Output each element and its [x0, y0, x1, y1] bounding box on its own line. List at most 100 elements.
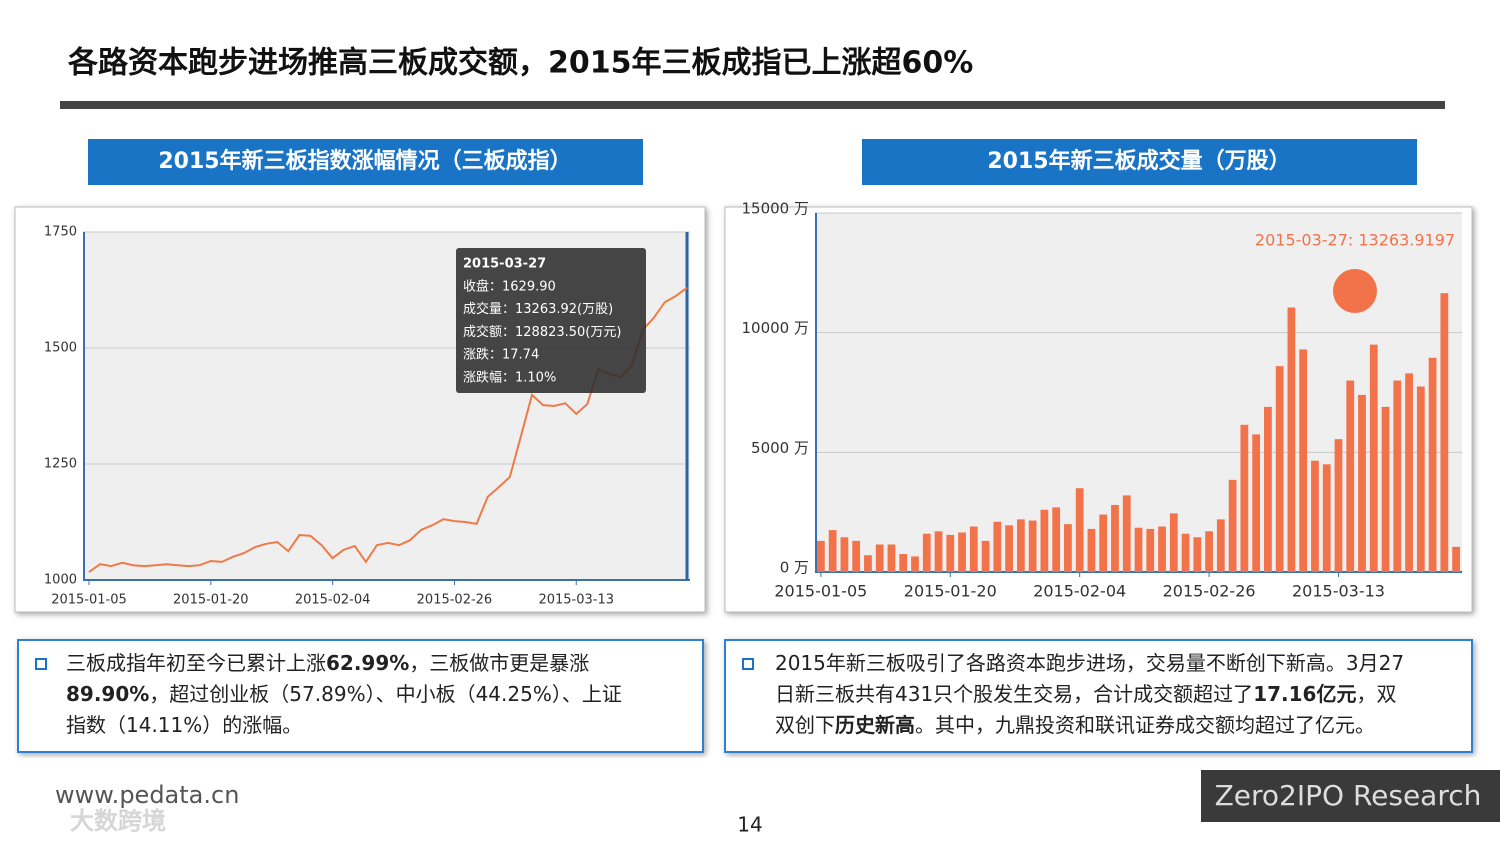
bullet: [35, 658, 47, 670]
bar: [1181, 533, 1190, 572]
note-line: 89.90%，超过创业板（57.89%）、中小板（44.25%）、上证: [66, 682, 622, 706]
note-line: 2015年新三板吸引了各路资本跑步进场，交易量不断创下新高。3月27: [775, 651, 1404, 675]
bar: [1040, 509, 1049, 572]
website: www.pedata.cn: [55, 781, 239, 809]
bar: [1005, 525, 1013, 572]
x-tick-label: 2015-02-26: [1163, 582, 1256, 601]
note-text: 17.16亿元: [1253, 682, 1356, 706]
highlight-dot: [1333, 269, 1377, 313]
bar: [887, 544, 896, 572]
note-text: 。其中，九鼎投资和联讯证券成交额均超过了亿元。: [915, 713, 1375, 737]
note-text: 89.90%: [66, 682, 149, 706]
y-tick-label: 1750: [44, 225, 77, 240]
note-text: ，三板做市更是暴涨: [409, 651, 589, 675]
bar: [946, 534, 955, 572]
bar: [1252, 434, 1261, 572]
note-box: [724, 639, 1473, 753]
tooltip-line: 成交额：128823.50(万元): [463, 324, 621, 340]
x-tick-label: 2015-01-20: [173, 593, 249, 608]
bar: [852, 540, 861, 572]
bar: [981, 540, 990, 572]
x-tick-label: 2015-01-20: [904, 582, 997, 601]
note-text: 双创下: [775, 713, 835, 737]
y-tick-label: 5000 万: [751, 439, 809, 457]
y-tick-label: 0 万: [780, 559, 809, 577]
note-text: 62.99%: [326, 651, 409, 675]
note-text: 历史新高: [835, 713, 915, 737]
slide-title: 各路资本跑步进场推高三板成交额，2015年三板成指已上涨超60%: [67, 46, 973, 81]
bar: [1205, 531, 1213, 572]
x-tick-label: 2015-01-05: [51, 593, 127, 608]
bar: [1299, 349, 1308, 572]
line-chart: 1000 1250 1500 1750 2015-01-05 2015-01-20 2015…: [44, 225, 690, 608]
title-rule: [60, 101, 1445, 109]
tooltip-line: 成交量：13263.92(万股): [463, 301, 613, 317]
note-box: [17, 639, 704, 753]
x-tick-label: 2015-01-05: [774, 582, 867, 601]
bar: [958, 532, 966, 572]
bar: [1228, 479, 1237, 572]
bar: [840, 537, 849, 572]
bar: [1275, 366, 1284, 572]
brand: Zero2IPO Research: [1215, 779, 1482, 812]
bar: [1416, 386, 1425, 572]
bar: [1240, 424, 1249, 572]
bar: [1440, 293, 1449, 572]
bar: [993, 521, 1002, 572]
note-line: 双创下历史新高。其中，九鼎投资和联讯证券成交额均超过了亿元。: [775, 713, 1375, 737]
chart-title: 2015年新三板指数涨幅情况（三板成指）: [158, 148, 571, 174]
bar: [1122, 495, 1131, 572]
bar: [828, 530, 837, 572]
annotation: 2015-03-27: 13263.9197: [1255, 231, 1455, 250]
note-text: 2015年新三板吸引了各路资本跑步进场，交易量不断创下新高。3月27: [775, 651, 1404, 675]
bar: [1405, 373, 1413, 572]
bar: [1287, 307, 1296, 572]
x-tick-label: 2015-02-04: [1033, 582, 1126, 601]
y-tick-label: 1000: [44, 573, 77, 588]
x-tick-label: 2015-02-04: [295, 593, 371, 608]
x-tick-label: 2015-02-26: [417, 593, 493, 608]
tooltip-box: [456, 248, 646, 393]
note-line: 指数（14.11%）的涨幅。: [66, 713, 302, 737]
bar: [1099, 514, 1108, 572]
bar: [1322, 464, 1331, 572]
bar: [1428, 357, 1437, 572]
bar: [1381, 406, 1390, 572]
bar: [1146, 528, 1155, 572]
bar: [1158, 526, 1166, 572]
tooltip-line: 2015-03-27: [463, 257, 546, 272]
y-tick-label: 1250: [44, 457, 77, 472]
bar: [1216, 519, 1225, 572]
y-tick-label: 10000 万: [742, 319, 810, 337]
bar: [911, 556, 919, 572]
note-text: 指数（14.11%）的涨幅。: [66, 713, 302, 737]
bar: [1452, 546, 1461, 572]
bar-chart: 0 万 5000 万 10000 万 15000 万 2015-01-05 2015-01…: [742, 200, 1462, 601]
note-text: 三板成指年初至今已累计上涨: [66, 651, 326, 675]
bar: [1369, 344, 1378, 572]
bar: [1334, 439, 1343, 572]
page-number: 14: [737, 813, 762, 837]
x-tick-label: 2015-03-13: [538, 593, 614, 608]
bar: [934, 531, 943, 572]
note-line: 三板成指年初至今已累计上涨62.99%，三板做市更是暴涨: [66, 651, 589, 675]
note-text: 日新三板共有431只个股发生交易，合计成交额超过了: [775, 682, 1253, 706]
bar: [1346, 380, 1355, 572]
note-text: ，超过创业板（57.89%）、中小板（44.25%）、上证: [149, 682, 622, 706]
bar: [1052, 507, 1061, 572]
header-box: [88, 139, 643, 185]
bar: [1393, 380, 1402, 572]
chart-title: 2015年新三板成交量（万股）: [987, 148, 1290, 174]
watermark: 大数跨境: [70, 807, 166, 835]
bar: [899, 554, 908, 572]
tooltip-line: 涨跌：17.74: [463, 347, 539, 363]
bar: [969, 526, 978, 572]
bar: [1193, 537, 1202, 572]
bar: [864, 555, 872, 572]
x-tick-label: 2015-03-13: [1292, 582, 1385, 601]
bar: [1016, 519, 1025, 572]
tooltip-line: 涨跌幅：1.10%: [463, 370, 556, 386]
bar: [1311, 460, 1319, 572]
bar: [875, 544, 884, 572]
